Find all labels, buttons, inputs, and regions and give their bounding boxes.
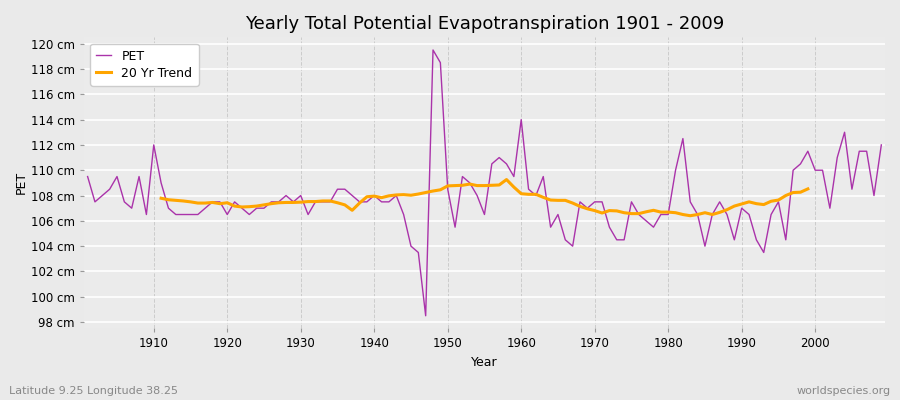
- Y-axis label: PET: PET: [15, 171, 28, 194]
- PET: [346, 193, 357, 198]
- 20 Yr Trend: [237, 204, 248, 209]
- Title: Yearly Total Potential Evapotranspiration 1901 - 2009: Yearly Total Potential Evapotranspiratio…: [245, 15, 724, 33]
- Text: worldspecies.org: worldspecies.org: [796, 386, 891, 396]
- X-axis label: Year: Year: [472, 356, 498, 369]
- PET: [82, 174, 93, 179]
- 20 Yr Trend: [803, 186, 814, 191]
- Legend: PET, 20 Yr Trend: PET, 20 Yr Trend: [90, 44, 199, 86]
- 20 Yr Trend: [406, 193, 417, 198]
- PET: [428, 48, 438, 52]
- 20 Yr Trend: [743, 200, 754, 204]
- PET: [141, 212, 152, 217]
- 20 Yr Trend: [221, 200, 232, 205]
- PET: [876, 142, 886, 147]
- Line: PET: PET: [87, 50, 881, 316]
- Line: 20 Yr Trend: 20 Yr Trend: [161, 180, 808, 216]
- 20 Yr Trend: [685, 213, 696, 218]
- 20 Yr Trend: [156, 196, 166, 201]
- PET: [523, 187, 534, 192]
- PET: [618, 238, 629, 242]
- 20 Yr Trend: [288, 200, 299, 205]
- PET: [302, 212, 313, 217]
- PET: [530, 193, 541, 198]
- 20 Yr Trend: [486, 183, 497, 188]
- 20 Yr Trend: [501, 177, 512, 182]
- Text: Latitude 9.25 Longitude 38.25: Latitude 9.25 Longitude 38.25: [9, 386, 178, 396]
- PET: [420, 313, 431, 318]
